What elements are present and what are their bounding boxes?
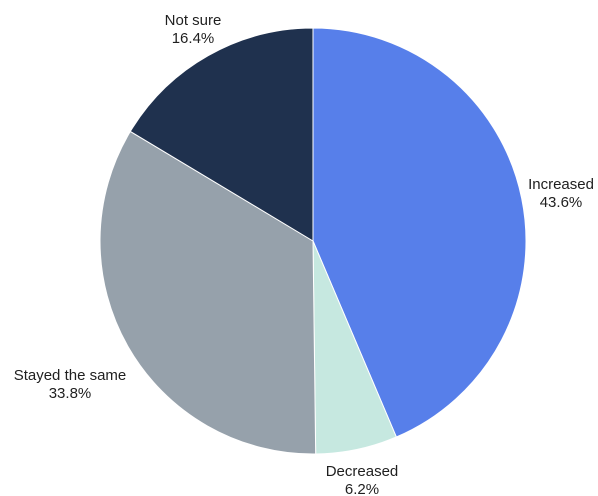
slice-label-stayed-the-same: Stayed the same — [14, 367, 127, 384]
pie-slices — [99, 27, 527, 455]
pie-slice-not-sure — [129, 27, 314, 242]
slice-value-stayed-the-same: 33.8% — [49, 385, 92, 402]
pie-slice-stayed-the-same — [99, 130, 317, 455]
pie-slice-increased — [312, 27, 527, 438]
pie-labels: Increased 43.6% Decreased 6.2% Stayed th… — [14, 12, 594, 496]
slice-label-not-sure: Not sure — [165, 12, 222, 29]
slice-label-increased: Increased — [528, 176, 594, 193]
slice-value-decreased: 6.2% — [345, 481, 379, 496]
slice-label-decreased: Decreased — [326, 463, 399, 480]
slice-value-increased: 43.6% — [540, 194, 583, 211]
slice-value-not-sure: 16.4% — [172, 30, 215, 47]
